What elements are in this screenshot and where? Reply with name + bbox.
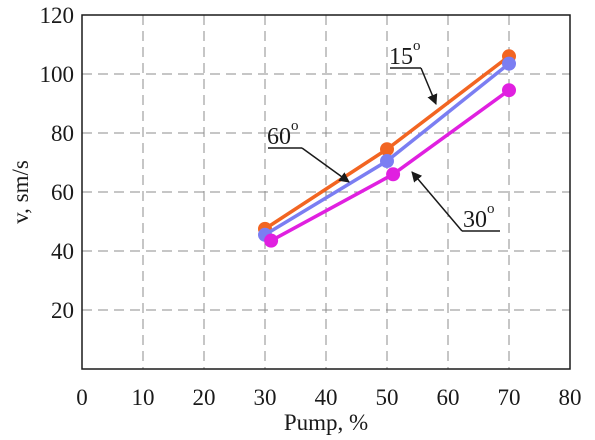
data-point	[502, 83, 516, 98]
y-tick-label: 20	[51, 298, 74, 323]
data-point	[386, 167, 401, 182]
x-tick-label: 0	[76, 385, 88, 410]
annotation-60-arrow	[301, 147, 350, 183]
tick-labels: 0 10 20 30 40 50 60 70 80 20 40 60 80 100 120	[40, 3, 582, 410]
x-tick-label: 10	[132, 385, 155, 410]
y-tick-label: 120	[40, 3, 75, 28]
annotation-60-label: 60o	[267, 118, 299, 150]
y-axis-title: v, sm/s	[8, 160, 33, 224]
annotation-30-arrow	[411, 171, 463, 232]
x-tick-label: 50	[376, 385, 399, 410]
data-point	[502, 56, 516, 71]
x-tick-label: 70	[498, 385, 521, 410]
y-tick-label: 100	[40, 62, 75, 87]
x-tick-label: 40	[315, 385, 338, 410]
data-point	[380, 154, 394, 169]
annotation-60: 60o	[267, 118, 350, 183]
grid	[82, 15, 570, 369]
annotation-15-label: 15o	[389, 38, 421, 70]
annotation-15-arrow	[420, 67, 438, 105]
y-tick-label: 80	[51, 121, 74, 146]
x-tick-label: 30	[254, 385, 277, 410]
x-tick-label: 80	[559, 385, 582, 410]
data-point	[264, 233, 279, 248]
annotation-30-label: 30o	[463, 201, 495, 233]
plot-frame	[81, 14, 571, 370]
series-2	[264, 83, 516, 248]
annotation-15: 15o	[389, 38, 438, 105]
data-point	[380, 142, 394, 157]
annotations: 15o 60o 30o	[267, 38, 500, 233]
series-0	[258, 49, 516, 236]
annotation-30: 30o	[411, 171, 500, 233]
x-tick-label: 20	[193, 385, 216, 410]
y-tick-label: 60	[51, 180, 74, 205]
x-tick-label: 60	[437, 385, 460, 410]
series-layer	[258, 49, 516, 248]
y-tick-label: 40	[51, 239, 74, 264]
x-axis-title: Pump, %	[284, 410, 368, 435]
